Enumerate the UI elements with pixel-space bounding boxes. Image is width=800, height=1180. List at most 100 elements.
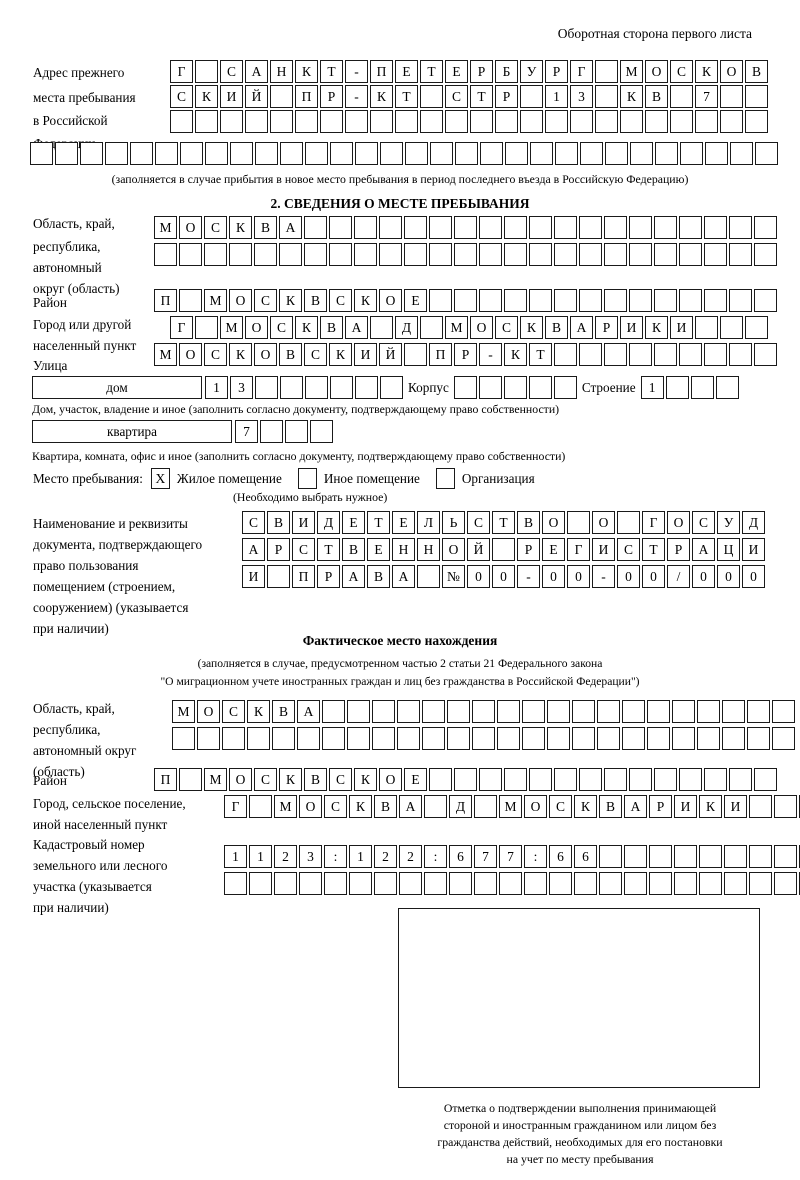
- comb-cell[interactable]: [754, 343, 777, 366]
- comb-cell[interactable]: Р: [267, 538, 290, 561]
- comb-cell[interactable]: [374, 872, 397, 895]
- comb-cell[interactable]: [453, 376, 477, 399]
- comb-cell[interactable]: О: [592, 511, 615, 534]
- comb-cell[interactable]: [599, 872, 622, 895]
- comb-cell[interactable]: [595, 60, 618, 83]
- comb-cell[interactable]: [280, 376, 303, 399]
- comb-cell[interactable]: К: [695, 60, 718, 83]
- house-name-box[interactable]: дом: [32, 376, 202, 399]
- comb-cell[interactable]: Т: [367, 511, 390, 534]
- comb-cell[interactable]: О: [379, 289, 402, 312]
- comb-cell[interactable]: И: [242, 565, 265, 588]
- comb-cell[interactable]: 3: [570, 85, 593, 108]
- comb-cell[interactable]: [649, 872, 672, 895]
- comb-cell[interactable]: [404, 243, 427, 266]
- comb-cell[interactable]: [222, 727, 245, 750]
- comb-cell[interactable]: [429, 289, 452, 312]
- checkbox-inoe[interactable]: [297, 468, 317, 489]
- comb-cell[interactable]: [754, 243, 777, 266]
- comb-cell[interactable]: [774, 845, 797, 868]
- comb-cell[interactable]: [330, 142, 353, 165]
- comb-cell[interactable]: [729, 243, 752, 266]
- comb-cell[interactable]: А: [624, 795, 647, 818]
- comb-cell[interactable]: В: [320, 316, 343, 339]
- comb-cell[interactable]: [622, 727, 645, 750]
- comb-cell[interactable]: С: [549, 795, 572, 818]
- comb-cell[interactable]: В: [304, 768, 327, 791]
- comb-cell[interactable]: [372, 700, 395, 723]
- comb-cell[interactable]: [80, 142, 103, 165]
- comb-cell[interactable]: [305, 142, 328, 165]
- comb-cell[interactable]: [179, 768, 202, 791]
- comb-cell[interactable]: [422, 727, 445, 750]
- comb-cell[interactable]: [249, 872, 272, 895]
- comb-cell[interactable]: [604, 289, 627, 312]
- comb-cell[interactable]: П: [295, 85, 318, 108]
- comb-cell[interactable]: [704, 343, 727, 366]
- comb-cell[interactable]: [330, 376, 353, 399]
- comb-cell[interactable]: [674, 845, 697, 868]
- korpus-cells[interactable]: [453, 376, 579, 399]
- comb-cell[interactable]: [299, 872, 322, 895]
- comb-cell[interactable]: С: [304, 343, 327, 366]
- comb-cell[interactable]: [630, 142, 653, 165]
- comb-cell[interactable]: Д: [742, 511, 765, 534]
- comb-cell[interactable]: [704, 216, 727, 239]
- comb-cell[interactable]: [604, 216, 627, 239]
- comb-cell[interactable]: 0: [717, 565, 740, 588]
- flat-name-box[interactable]: квартира: [32, 420, 232, 443]
- comb-cell[interactable]: [474, 872, 497, 895]
- comb-cell[interactable]: 1: [224, 845, 247, 868]
- comb-cell[interactable]: [329, 216, 352, 239]
- comb-cell[interactable]: К: [295, 60, 318, 83]
- comb-cell[interactable]: 3: [230, 376, 253, 399]
- comb-cell[interactable]: [554, 243, 577, 266]
- comb-cell[interactable]: 1: [640, 376, 664, 399]
- comb-cell[interactable]: К: [574, 795, 597, 818]
- comb-cell[interactable]: О: [229, 768, 252, 791]
- comb-cell[interactable]: [305, 376, 328, 399]
- comb-cell[interactable]: [670, 110, 693, 133]
- comb-cell[interactable]: [270, 85, 293, 108]
- comb-cell[interactable]: [730, 142, 753, 165]
- comb-cell[interactable]: [622, 700, 645, 723]
- comb-cell[interactable]: П: [154, 289, 177, 312]
- comb-cell[interactable]: [245, 110, 268, 133]
- comb-cell[interactable]: [172, 727, 195, 750]
- comb-cell[interactable]: О: [720, 60, 743, 83]
- comb-cell[interactable]: Е: [542, 538, 565, 561]
- comb-cell[interactable]: В: [517, 511, 540, 534]
- comb-cell[interactable]: [679, 243, 702, 266]
- comb-cell[interactable]: Т: [317, 538, 340, 561]
- comb-cell[interactable]: [529, 768, 552, 791]
- comb-cell[interactable]: Н: [417, 538, 440, 561]
- comb-cell[interactable]: [424, 872, 447, 895]
- comb-cell[interactable]: М: [172, 700, 195, 723]
- comb-cell[interactable]: [322, 727, 345, 750]
- comb-cell[interactable]: [397, 700, 420, 723]
- comb-cell[interactable]: [447, 700, 470, 723]
- comb-cell[interactable]: [720, 316, 743, 339]
- comb-cell[interactable]: [520, 110, 543, 133]
- comb-cell[interactable]: [429, 243, 452, 266]
- comb-cell[interactable]: [745, 85, 768, 108]
- comb-cell[interactable]: [472, 700, 495, 723]
- comb-cell[interactable]: В: [645, 85, 668, 108]
- comb-cell[interactable]: [420, 316, 443, 339]
- comb-cell[interactable]: 0: [742, 565, 765, 588]
- comb-cell[interactable]: [554, 343, 577, 366]
- comb-cell[interactable]: [280, 142, 303, 165]
- comb-cell[interactable]: [247, 727, 270, 750]
- comb-cell[interactable]: Р: [649, 795, 672, 818]
- comb-cell[interactable]: [354, 216, 377, 239]
- comb-cell[interactable]: [355, 142, 378, 165]
- comb-cell[interactable]: [397, 727, 420, 750]
- comb-cell[interactable]: [267, 565, 290, 588]
- comb-cell[interactable]: К: [520, 316, 543, 339]
- comb-cell[interactable]: Т: [395, 85, 418, 108]
- comb-cell[interactable]: 0: [617, 565, 640, 588]
- comb-cell[interactable]: [503, 376, 527, 399]
- comb-cell[interactable]: М: [620, 60, 643, 83]
